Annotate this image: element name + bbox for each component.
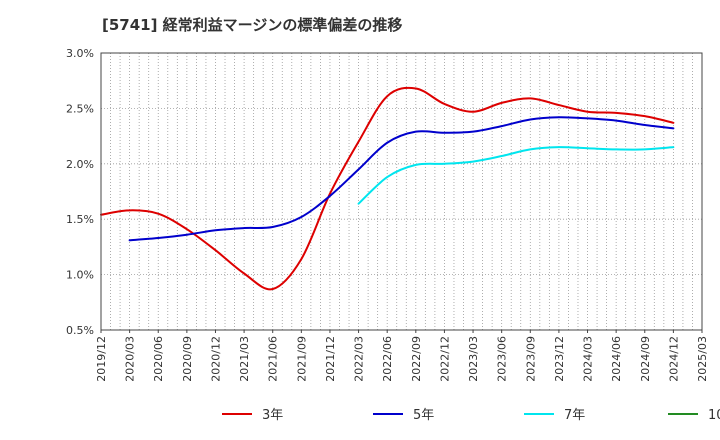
series-lines — [100, 86, 675, 291]
chart-title: [5741] 経常利益マージンの標準偏差の推移 — [102, 16, 403, 34]
x-tick-label: 2021/06 — [267, 336, 280, 382]
legend-label-1: 5年 — [413, 408, 434, 423]
x-tick-label: 2021/09 — [295, 336, 308, 382]
x-tick-label: 2023/12 — [553, 336, 566, 382]
x-tick-label: 2023/09 — [524, 336, 537, 382]
x-tick-label: 2020/03 — [124, 336, 137, 382]
series-line-0 — [100, 86, 675, 291]
x-tick-label: 2021/03 — [238, 336, 251, 382]
legend-label-0: 3年 — [262, 408, 283, 423]
y-tick-label: 1.0% — [66, 269, 94, 282]
x-tick-label: 2023/06 — [496, 336, 509, 382]
x-tick-label: 2024/03 — [582, 336, 595, 382]
y-tick-label: 2.0% — [66, 158, 94, 171]
x-tick-label: 2022/03 — [353, 336, 366, 382]
y-tick-label: 0.5% — [66, 324, 94, 337]
y-tick-label: 2.5% — [66, 102, 94, 115]
legend: 3年 5年 7年 10年 — [222, 408, 720, 423]
x-tick-label: 2020/12 — [209, 336, 222, 382]
x-tick-label: 2022/09 — [410, 336, 423, 382]
series-line-1 — [128, 116, 675, 242]
y-tick-label: 3.0% — [66, 47, 94, 60]
x-tick-label: 2022/12 — [438, 336, 451, 382]
x-tick-label: 2021/12 — [324, 336, 337, 382]
plot-frame — [100, 52, 703, 331]
legend-label-2: 7年 — [564, 408, 585, 423]
x-tick-label: 2025/03 — [696, 336, 709, 382]
axes: 0.5% 1.0% 1.5% 2.0% 2.5% 3.0% 2019/12 2020/03 20… — [66, 47, 709, 382]
x-tick-label: 2024/09 — [639, 336, 652, 382]
x-tick-label: 2023/03 — [467, 336, 480, 382]
x-tick-label: 2020/09 — [181, 336, 194, 382]
y-tick-label: 1.5% — [66, 213, 94, 226]
x-tick-label: 2024/12 — [667, 336, 680, 382]
x-tick-label: 2022/06 — [381, 336, 394, 382]
grid — [101, 52, 702, 331]
x-tick-label: 2019/12 — [95, 336, 108, 382]
legend-label-3: 10年 — [708, 408, 720, 423]
x-tick-label: 2020/06 — [152, 336, 165, 382]
x-tick-label: 2024/06 — [610, 336, 623, 382]
series-line-2 — [357, 146, 675, 205]
